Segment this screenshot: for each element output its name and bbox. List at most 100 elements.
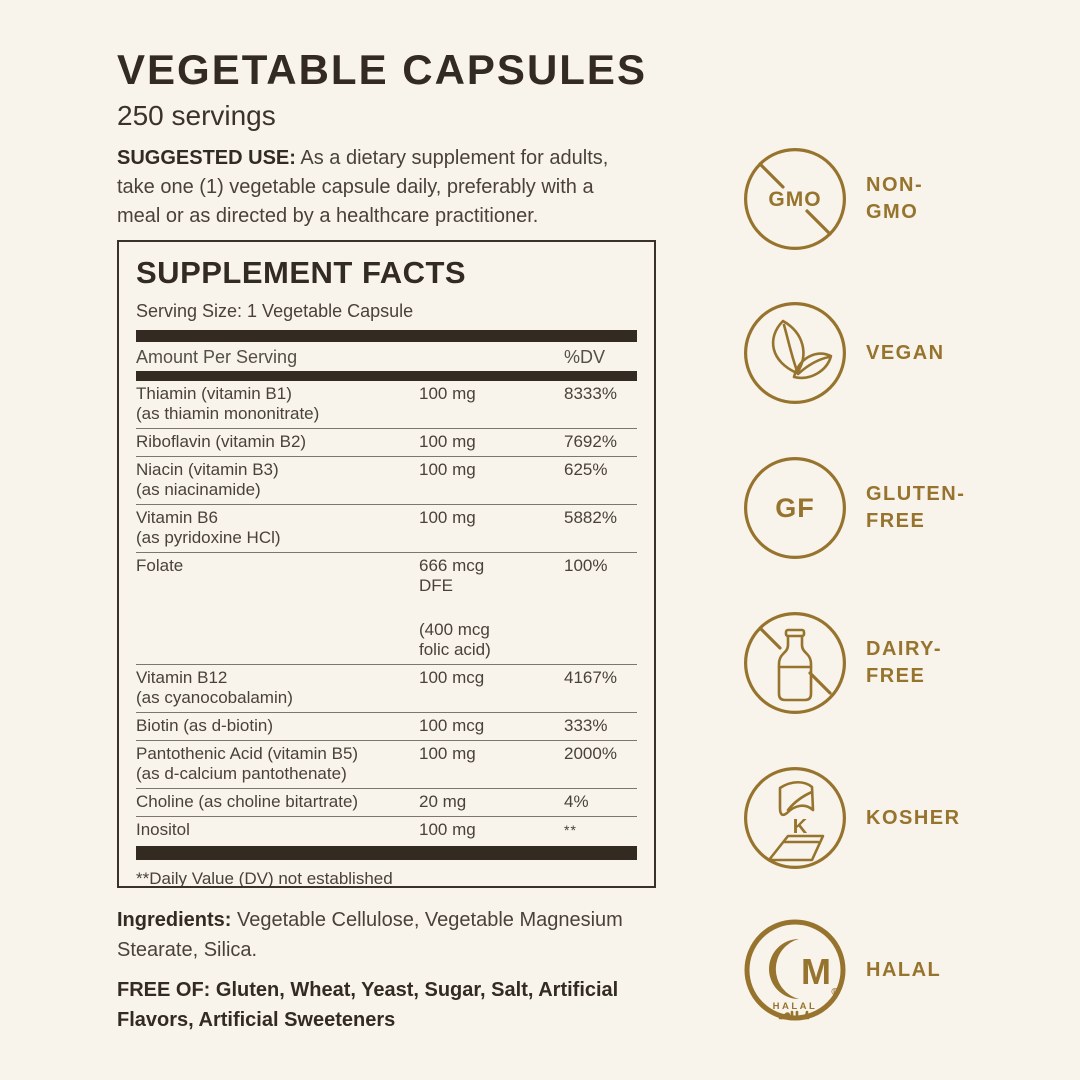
suggested-use-line: meal or as directed by a healthcare prac… — [117, 205, 539, 227]
badge-label-line: FREE — [866, 510, 926, 532]
nutrient-dv: 2000% — [564, 744, 617, 763]
badge-vegan: VEGAN — [742, 300, 1072, 406]
nutrient-dv: 8333% — [564, 384, 617, 403]
table-row: Riboflavin (vitamin B2) 100 mg 7692% — [136, 429, 637, 457]
badge-label: DAIRY- FREE — [866, 636, 942, 690]
table-row: Inositol 100 mg ** — [136, 817, 637, 844]
nutrient-dv: ** — [564, 822, 577, 838]
registered-mark-icon: ® — [831, 987, 839, 998]
badge-label-line: NON- — [866, 174, 924, 196]
gluten-free-icon: GF — [743, 456, 847, 560]
ingredients-line: Vegetable Cellulose, Vegetable Magnesium — [237, 909, 623, 931]
free-of-line: Flavors, Artificial Sweeteners — [117, 1009, 396, 1031]
nutrient-amount: 100 mg — [419, 432, 476, 451]
badge-dairy-free: DAIRY- FREE — [742, 610, 1072, 716]
divider-bar — [136, 846, 637, 860]
nutrient-name: Riboflavin (vitamin B2) — [136, 432, 307, 451]
nutrient-name: Choline (as choline bitartrate) — [136, 792, 359, 811]
halal-arabic-text — [778, 1010, 810, 1020]
supplement-facts-panel: SUPPLEMENT FACTS Serving Size: 1 Vegetab… — [117, 240, 656, 888]
nutrient-amount: 20 mg — [419, 792, 467, 811]
nutrient-name: Vitamin B12 (as cyanocobalamin) — [136, 668, 293, 707]
badge-label-line: HALAL — [866, 958, 942, 981]
nutrient-name: Thiamin (vitamin B1) (as thiamin mononitr… — [136, 384, 320, 423]
divider-bar — [136, 371, 637, 381]
badge-label-line: GLUTEN- — [866, 483, 966, 505]
daily-value-footnote: **Daily Value (DV) not established — [136, 869, 393, 888]
badge-non-gmo: GMO NON- GMO — [742, 146, 1072, 252]
badge-gluten-free: GF GLUTEN- FREE — [742, 455, 1072, 561]
badge-label-line: DAIRY- — [866, 638, 943, 660]
serving-size: Serving Size: 1 Vegetable Capsule — [136, 301, 414, 321]
badge-label: KOSHER — [866, 805, 961, 832]
nutrient-amount: 100 mcg — [419, 716, 485, 735]
nutrient-dv: 7692% — [564, 432, 617, 451]
ingredients-line: Stearate, Silica. — [117, 939, 258, 961]
nutrient-amount: 100 mcg — [419, 668, 485, 687]
nutrient-dv: 4167% — [564, 668, 617, 687]
badge-halal: M ® HALAL HALAL — [742, 917, 1072, 1023]
milk-bottle-icon — [743, 611, 847, 715]
nutrient-amount: 100 mg — [419, 508, 476, 527]
badge-label-line: KOSHER — [866, 806, 961, 829]
nutrient-name: Biotin (as d-biotin) — [136, 716, 274, 735]
dv-column-header: %DV — [564, 347, 606, 367]
free-of-paragraph: FREE OF: Gluten, Wheat, Yeast, Sugar, Sa… — [117, 975, 697, 1035]
badge-label: HALAL — [866, 957, 941, 984]
halal-crescent-icon: M ® HALAL — [744, 919, 846, 1021]
nutrient-dv: 625% — [564, 460, 608, 479]
nutrient-dv: 4% — [564, 792, 589, 811]
supplement-facts-title: SUPPLEMENT FACTS — [136, 255, 467, 290]
table-row: Folate 666 mcg DFE (400 mcg folic acid) 100… — [136, 553, 637, 665]
nutrient-amount: 100 mg — [419, 744, 476, 763]
badge-label-line: GMO — [866, 201, 919, 223]
table-header-row: Amount Per Serving %DV — [136, 342, 637, 371]
free-of-line: Gluten, Wheat, Yeast, Sugar, Salt, Artif… — [215, 979, 619, 1001]
kosher-icon-text: K — [793, 816, 808, 838]
page-title: VEGETABLE CAPSULES — [117, 46, 647, 93]
nutrient-name: Vitamin B6 (as pyridoxine HCl) — [136, 508, 281, 547]
nutrient-amount: 666 mcg DFE (400 mcg folic acid) — [419, 556, 491, 659]
halal-icon-m-text: M — [801, 951, 831, 992]
ingredients-paragraph: Ingredients: Vegetable Cellulose, Vegeta… — [117, 905, 697, 965]
nutrient-name: Inositol — [136, 820, 190, 839]
vegan-leaf-icon — [743, 301, 847, 405]
badge-label: VEGAN — [866, 340, 945, 367]
ingredients-label: Ingredients: — [117, 909, 232, 931]
servings-count: 250 servings — [117, 100, 276, 131]
suggested-use-label: SUGGESTED USE: — [117, 147, 296, 169]
facts-table-rows: Thiamin (vitamin B1) (as thiamin mononitr… — [136, 381, 637, 844]
badge-label: NON- GMO — [866, 172, 923, 226]
nutrient-amount: 100 mg — [419, 384, 476, 403]
amount-column-header: Amount Per Serving — [136, 347, 298, 367]
nutrient-amount: 100 mg — [419, 460, 476, 479]
nutrient-name: Niacin (vitamin B3) (as niacinamide) — [136, 460, 279, 499]
suggested-use-line: As a dietary supplement for adults, — [300, 147, 609, 169]
free-of-label: FREE OF: — [117, 979, 211, 1001]
halal-icon-caption: HALAL — [773, 1001, 818, 1012]
table-row: Thiamin (vitamin B1) (as thiamin mononitr… — [136, 381, 637, 429]
nutrient-name: Pantothenic Acid (vitamin B5) (as d-calci… — [136, 744, 359, 783]
nutrient-dv: 333% — [564, 716, 608, 735]
badge-label: GLUTEN- FREE — [866, 481, 965, 535]
table-row: Biotin (as d-biotin) 100 mcg 333% — [136, 713, 637, 741]
table-row: Vitamin B12 (as cyanocobalamin) 100 mcg 416… — [136, 665, 637, 713]
gf-icon-text: GF — [775, 493, 815, 523]
table-row: Pantothenic Acid (vitamin B5) (as d-calci… — [136, 741, 637, 789]
non-gmo-icon: GMO — [743, 147, 847, 251]
table-row: Niacin (vitamin B3) (as niacinamide) 100 m… — [136, 457, 637, 505]
suggested-use-paragraph: SUGGESTED USE: As a dietary supplement f… — [117, 144, 677, 231]
table-row: Vitamin B6 (as pyridoxine HCl) 100 mg 5882% — [136, 505, 637, 553]
nutrient-amount: 100 mg — [419, 820, 476, 839]
badge-kosher: K KOSHER — [742, 765, 1072, 871]
divider-bar — [136, 330, 637, 342]
suggested-use-line: take one (1) vegetable capsule daily, pr… — [117, 176, 594, 198]
badge-label-line: FREE — [866, 665, 926, 687]
kosher-kofk-icon: K — [743, 766, 847, 870]
badge-label-line: VEGAN — [866, 341, 945, 364]
nutrient-name: Folate — [136, 556, 184, 575]
nutrient-dv: 5882% — [564, 508, 617, 527]
nutrient-dv: 100% — [564, 556, 608, 575]
table-row: Choline (as choline bitartrate) 20 mg 4% — [136, 789, 637, 817]
gmo-icon-text: GMO — [768, 188, 821, 211]
